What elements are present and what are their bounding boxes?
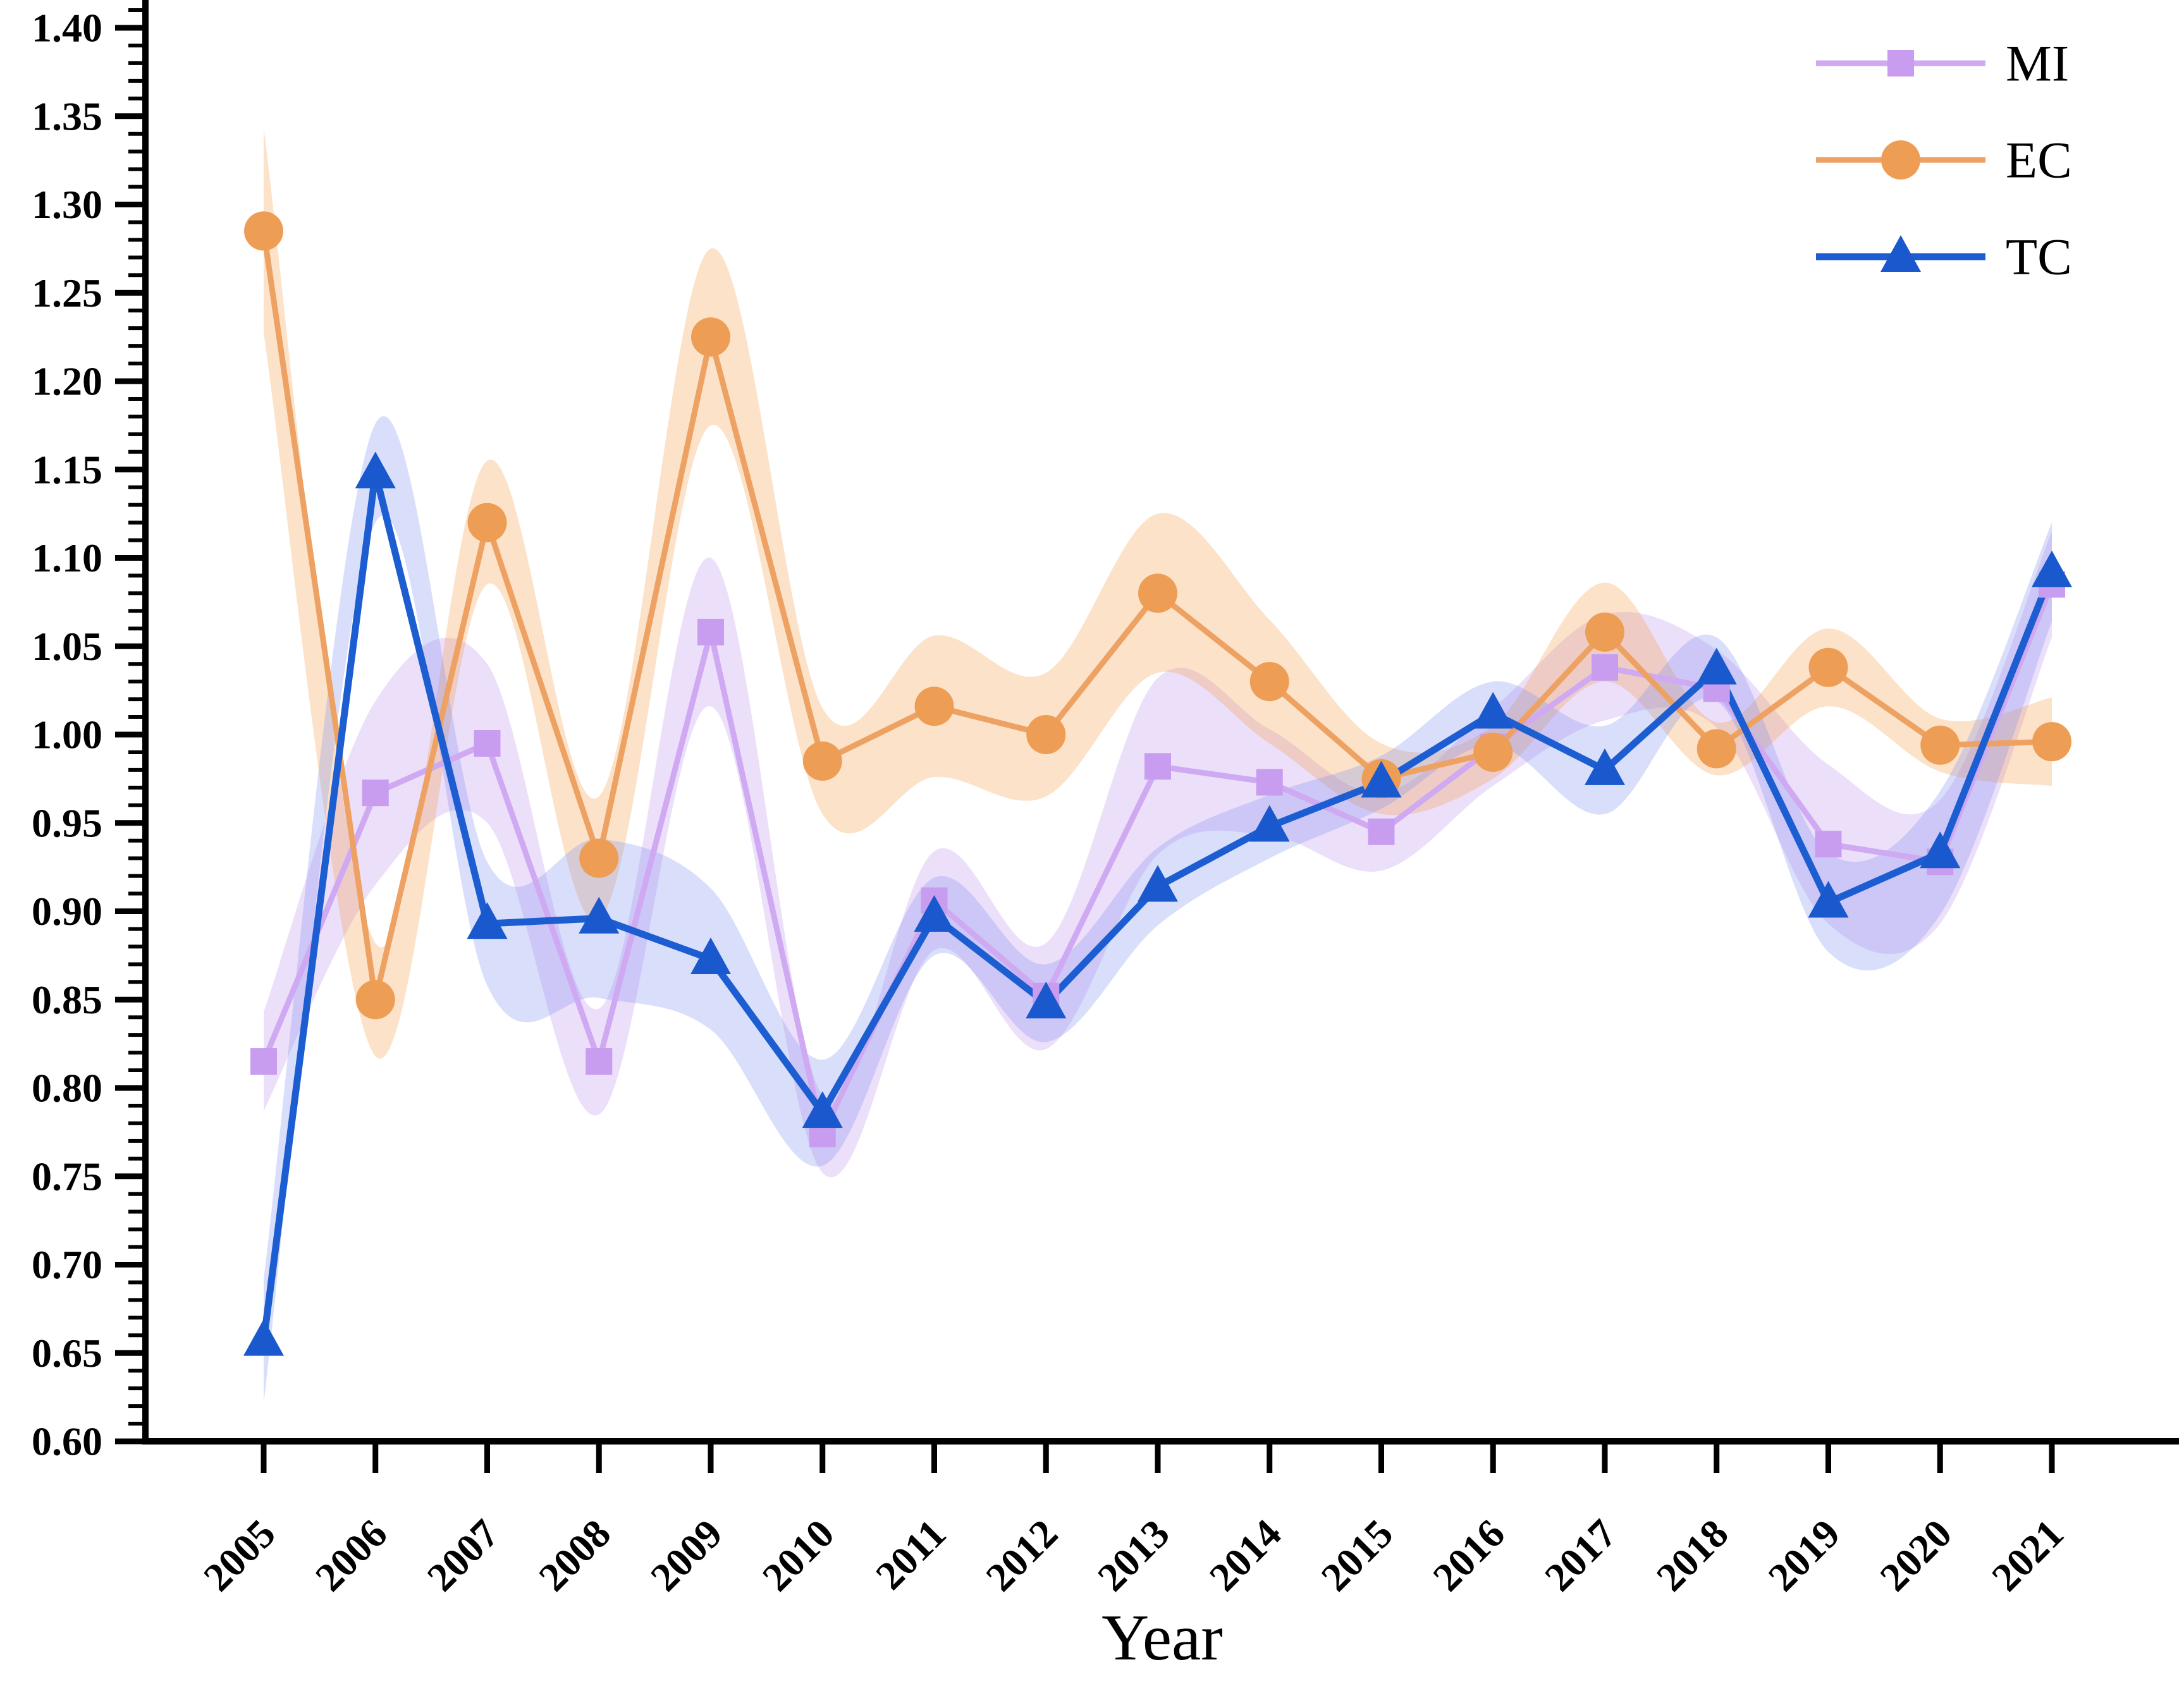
y-tick-label: 0.90 [32,889,102,934]
y-tick-label: 1.20 [32,359,102,404]
ec-marker-2010 [802,741,842,781]
y-tick-label: 1.25 [32,271,102,315]
ec-marker-2021 [2032,722,2071,762]
ec-marker-2007 [467,503,507,542]
x-tick-label: 2021 [1983,1511,2072,1600]
x-tick-label: 2019 [1760,1511,1849,1600]
tc-marker-2010 [802,1091,843,1128]
tc-marker-2018 [1696,647,1737,685]
y-tick-label: 1.40 [32,6,102,51]
y-tick-label: 0.65 [32,1331,102,1376]
ec-marker-2019 [1808,647,1848,687]
ec-marker-2009 [691,317,730,357]
ec-marker-2020 [1920,725,1960,765]
y-tick-label: 0.80 [32,1066,102,1111]
mi-marker-2013 [1144,753,1171,780]
legend-marker-ec [1881,140,1920,180]
legend-marker-mi [1887,50,1914,76]
y-tick-label: 1.15 [32,447,102,492]
mi-marker-2019 [1815,831,1842,858]
confidence-band-mi [264,531,2052,1178]
x-tick-label: 2014 [1201,1511,1290,1600]
x-tick-label: 2018 [1648,1511,1737,1600]
ec-marker-2012 [1026,715,1066,754]
tc-marker-2014 [1249,805,1290,842]
y-tick-label: 1.10 [32,535,102,580]
tc-marker-2007 [467,902,508,939]
y-tick-label: 1.00 [32,712,102,757]
tc-marker-2013 [1138,865,1178,902]
y-tick-label: 0.70 [32,1242,102,1287]
x-tick-label: 2005 [195,1511,284,1600]
tc-marker-2016 [1473,692,1514,729]
mi-marker-2007 [474,730,501,757]
ec-marker-2006 [355,980,395,1020]
tc-marker-2009 [690,937,731,974]
mi-marker-2014 [1256,769,1283,796]
x-tick-label: 2010 [754,1511,843,1600]
x-tick-label: 2007 [419,1511,508,1600]
ec-marker-2018 [1696,729,1736,769]
legend-label-mi: MI [2006,35,2069,92]
mi-marker-2006 [362,779,389,807]
x-tick-label: 2016 [1424,1511,1513,1600]
tc-marker-2015 [1361,761,1402,798]
y-tick-label: 1.05 [32,624,102,669]
ec-marker-2005 [244,211,283,251]
legend-marker-tc [1880,235,1921,272]
y-tick-label: 0.85 [32,977,102,1022]
mi-marker-2005 [250,1048,277,1075]
x-tick-label: 2020 [1871,1511,1960,1600]
x-tick-label: 2011 [867,1511,954,1598]
x-tick-label: 2017 [1536,1511,1625,1600]
ec-marker-2011 [914,687,954,726]
y-tick-label: 1.30 [32,182,102,227]
x-tick-label: 2013 [1089,1511,1178,1600]
mi-marker-2009 [697,618,724,645]
ec-marker-2017 [1585,612,1624,652]
confidence-band-tc [264,416,2052,1403]
tc-marker-2012 [1026,981,1067,1018]
legend-label-ec: EC [2006,131,2072,189]
legend-label-tc: TC [2006,228,2072,286]
ec-marker-2013 [1138,573,1177,613]
x-tick-label: 2009 [642,1511,731,1600]
x-tick-label: 2008 [530,1511,619,1600]
tc-marker-2020 [1920,831,1961,869]
tc-marker-2011 [914,895,955,932]
tc-marker-2021 [2032,550,2072,587]
ec-marker-2008 [579,838,619,878]
x-tick-label: 2006 [307,1511,396,1600]
x-axis-title: Year [1101,1601,1223,1674]
tc-marker-2008 [579,896,620,934]
x-tick-label: 2015 [1313,1511,1402,1600]
tc-marker-2005 [243,1319,284,1356]
y-tick-label: 0.75 [32,1154,102,1199]
y-tick-label: 0.60 [32,1419,102,1464]
y-tick-label: 0.95 [32,800,102,845]
tc-marker-2006 [355,451,396,489]
ec-marker-2016 [1473,732,1513,772]
x-tick-label: 2012 [977,1511,1066,1600]
tc-marker-2019 [1808,881,1849,918]
mi-marker-2008 [586,1048,613,1075]
y-tick-label: 1.35 [32,94,102,138]
ec-marker-2014 [1249,662,1289,702]
mi-marker-2017 [1592,654,1618,681]
tc-marker-2017 [1585,748,1625,785]
mi-marker-2015 [1368,818,1395,845]
